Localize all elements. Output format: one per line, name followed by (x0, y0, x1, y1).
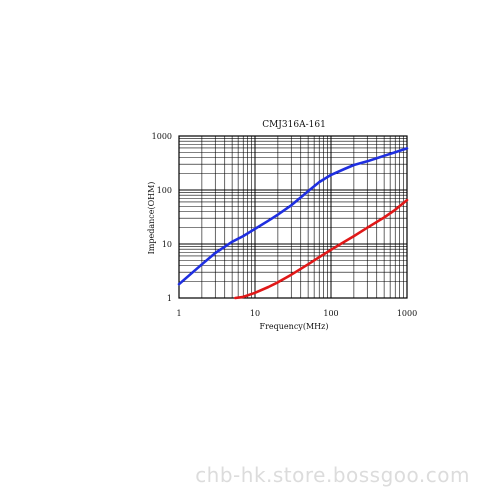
y-tick-label: 100 (157, 186, 172, 195)
y-tick-label: 1000 (152, 132, 172, 141)
x-tick-label: 1 (176, 309, 181, 318)
watermark-text: chb-hk.store.bossgoo.com (195, 463, 470, 487)
series-line-2 (234, 198, 409, 300)
x-axis-label: Frequency(MHz) (260, 322, 329, 331)
y-tick-label: 10 (162, 240, 172, 249)
y-axis-label: Impedance(OHM) (147, 182, 156, 255)
x-tick-label: 10 (250, 309, 260, 318)
plot-frame (178, 135, 408, 299)
y-tick-labels: 1 10 100 1000 (152, 132, 172, 303)
chart-title: CMJ316A-161 (262, 120, 326, 130)
x-tick-label: 1000 (397, 309, 417, 318)
series-layer (177, 147, 409, 300)
y-tick-label: 1 (167, 294, 172, 303)
minor-gridlines (179, 136, 407, 298)
x-tick-labels: 1 10 100 1000 (176, 309, 417, 318)
series-line-1 (177, 147, 409, 286)
x-tick-label: 100 (323, 309, 338, 318)
